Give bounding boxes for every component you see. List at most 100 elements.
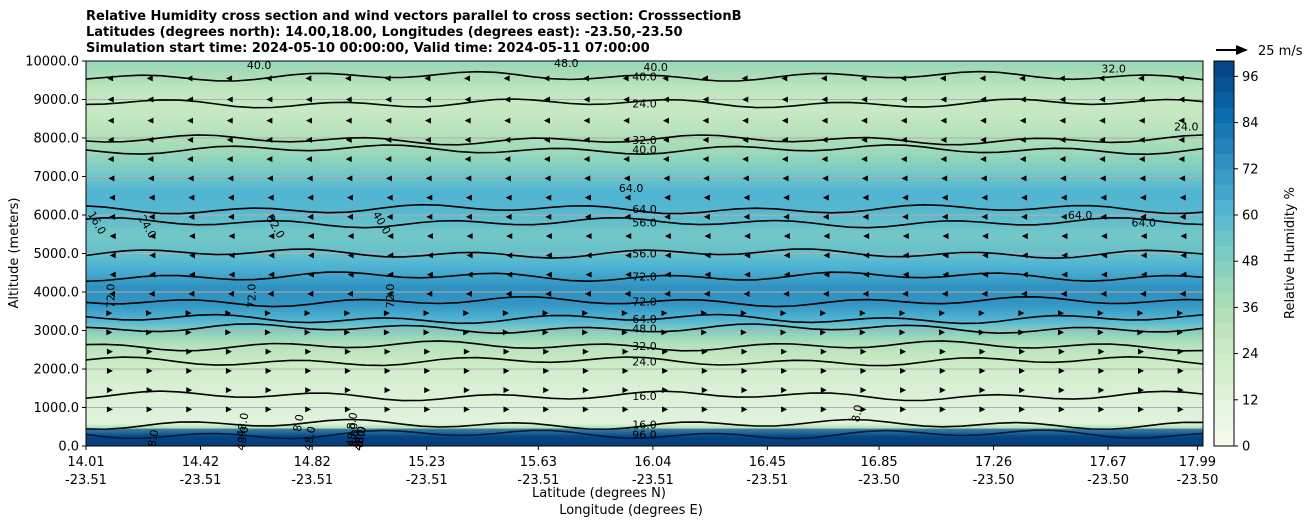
rh-band xyxy=(86,149,1203,154)
wind-arrow xyxy=(226,136,233,143)
wind-arrow xyxy=(582,406,589,413)
rh-band xyxy=(86,184,1203,189)
wind-arrow xyxy=(1019,348,1026,355)
wind-arrow xyxy=(267,213,274,220)
wind-arrow xyxy=(186,75,193,82)
wind-arrow xyxy=(1058,367,1065,374)
wind-arrow xyxy=(266,156,273,163)
wind-arrow xyxy=(823,252,830,259)
wind-arrow xyxy=(503,348,510,355)
wind-arrow xyxy=(1139,175,1146,182)
rh-band xyxy=(86,368,1203,373)
wind-arrow xyxy=(307,194,314,201)
wind-arrow xyxy=(623,175,630,182)
wind-arrow xyxy=(506,252,513,259)
wind-arrow xyxy=(821,136,828,143)
colorbar-segment xyxy=(1214,399,1234,416)
wind-arrow xyxy=(621,310,628,317)
wind-arrow xyxy=(383,310,390,317)
rh-band xyxy=(86,403,1203,409)
wind-arrow xyxy=(189,233,196,240)
quiver-key-arrow-head xyxy=(1236,45,1248,55)
colorbar-segment xyxy=(1214,261,1234,278)
wind-vectors xyxy=(106,75,1187,413)
wind-arrow xyxy=(463,310,470,317)
wind-arrow xyxy=(582,387,589,394)
wind-arrow xyxy=(820,329,827,336)
wind-arrow xyxy=(1099,156,1106,163)
wind-arrow xyxy=(1101,233,1108,240)
rh-band xyxy=(86,75,1203,79)
wind-arrow xyxy=(1137,310,1144,317)
wind-arrow xyxy=(146,348,153,355)
wind-arrow xyxy=(1100,290,1107,297)
wind-arrow xyxy=(268,271,275,278)
contour-label: 64.0 xyxy=(632,203,657,216)
y-tick-label: 7000.0 xyxy=(34,170,80,185)
wind-arrow xyxy=(583,117,590,124)
wind-arrow xyxy=(464,96,471,103)
wind-arrow xyxy=(543,156,550,163)
rh-band xyxy=(86,72,1203,76)
rh-band xyxy=(86,256,1203,261)
contour-label: 8.0 xyxy=(849,404,865,423)
contour-lines xyxy=(86,70,1203,446)
wind-arrow xyxy=(225,387,232,394)
wind-arrow xyxy=(861,117,868,124)
wind-arrow xyxy=(980,156,987,163)
contour-line xyxy=(86,144,1203,156)
contour-line xyxy=(86,418,1203,431)
wind-arrow xyxy=(228,213,235,220)
wind-arrow xyxy=(664,252,671,259)
wind-arrow xyxy=(900,156,907,163)
wind-arrow xyxy=(1137,387,1144,394)
wind-arrow xyxy=(345,117,352,124)
wind-arrow xyxy=(862,194,869,201)
wind-arrow xyxy=(228,252,235,259)
wind-arrow xyxy=(622,387,629,394)
rh-band xyxy=(86,218,1203,224)
rh-band xyxy=(86,293,1203,297)
wind-arrow xyxy=(504,156,511,163)
colorbar-segment xyxy=(1214,107,1234,124)
wind-arrow xyxy=(744,233,751,240)
contour-label: 8.0 xyxy=(291,413,307,432)
wind-arrow xyxy=(147,156,154,163)
wind-arrow xyxy=(345,136,352,143)
rh-band xyxy=(86,371,1203,376)
wind-arrow xyxy=(147,96,154,103)
colorbar-segment xyxy=(1214,153,1234,170)
wind-arrow xyxy=(939,387,946,394)
wind-arrow xyxy=(545,233,552,240)
rh-band xyxy=(86,107,1203,112)
wind-arrow xyxy=(783,252,790,259)
contour-label: 48.0 xyxy=(352,425,369,451)
wind-arrow xyxy=(466,233,473,240)
wind-arrow xyxy=(703,290,710,297)
wind-arrow xyxy=(584,194,591,201)
x-tick-label-lon: -23.51 xyxy=(291,473,333,488)
wind-arrow xyxy=(703,175,710,182)
wind-arrow xyxy=(227,175,234,182)
wind-arrow xyxy=(188,194,195,201)
wind-arrow xyxy=(385,117,392,124)
wind-arrow xyxy=(860,348,867,355)
wind-arrow xyxy=(939,310,946,317)
rh-band xyxy=(86,277,1203,282)
wind-arrow xyxy=(939,348,946,355)
wind-arrow xyxy=(149,271,156,278)
contour-label: 72.0 xyxy=(245,284,258,309)
wind-arrow xyxy=(505,290,512,297)
wind-arrow xyxy=(384,367,391,374)
rh-band xyxy=(86,343,1203,347)
contour-label: 40.0 xyxy=(247,59,272,72)
wind-arrow xyxy=(1021,271,1028,278)
wind-arrow xyxy=(268,252,275,259)
colorbar-tick-label: 0 xyxy=(1242,440,1250,455)
rh-band xyxy=(86,384,1203,389)
rh-band xyxy=(86,130,1203,135)
contour-label: 48.0 xyxy=(554,57,579,70)
wind-arrow xyxy=(228,290,235,297)
wind-arrow xyxy=(266,117,273,124)
